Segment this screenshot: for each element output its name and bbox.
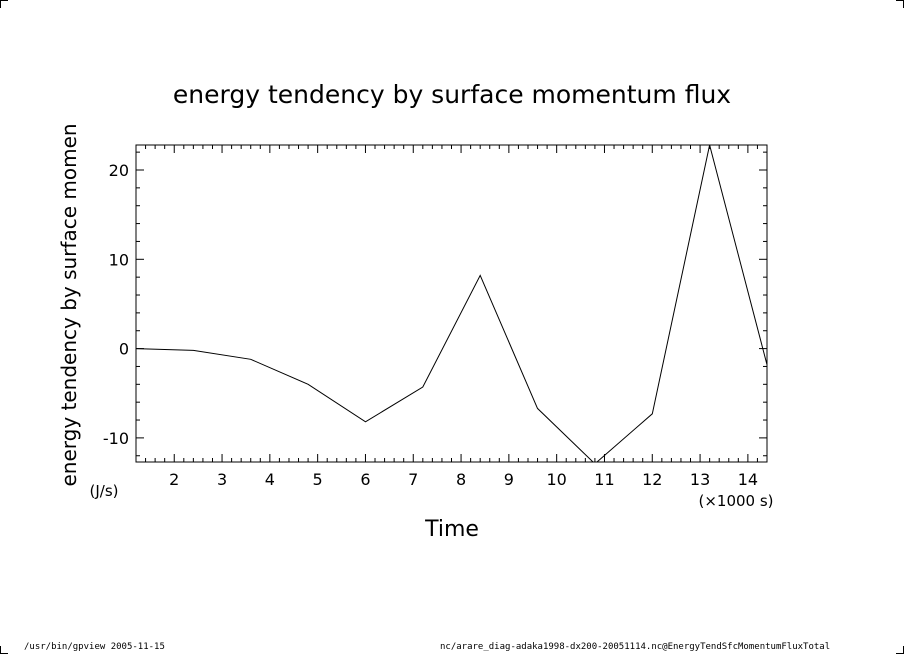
corner-mark-top-left — [0, 0, 8, 8]
corner-mark-top-right — [896, 0, 904, 8]
series-layer — [136, 145, 767, 462]
x-tick-label: 5 — [313, 470, 323, 489]
x-tick-label: 11 — [594, 470, 614, 489]
x-axis-label: Time — [424, 517, 479, 542]
x-axis: 2 3 4 5 6 7 8 9 10 11 12 13 14 — [135, 145, 768, 489]
y-tick-label: 0 — [119, 340, 129, 359]
y-tick-label: -10 — [103, 429, 129, 448]
x-tick-label: 7 — [408, 470, 418, 489]
y-tick-label: 10 — [109, 250, 129, 269]
x-tick-label: 8 — [456, 470, 466, 489]
series-line — [136, 145, 767, 462]
x-tick-label: 2 — [169, 470, 179, 489]
footer-right-caption: nc/arare_diag-adaka1998-dx200-20051114.n… — [440, 642, 831, 652]
x-tick-label: 13 — [690, 470, 710, 489]
x-tick-label: 9 — [504, 470, 514, 489]
y-tick-label: 20 — [109, 161, 129, 180]
footer-left-caption: /usr/bin/gpview 2005-11-15 — [24, 642, 165, 652]
x-axis-unit: (×1000 s) — [698, 492, 773, 510]
y-axis: -10 0 10 20 — [103, 151, 767, 457]
x-tick-label: 14 — [738, 470, 758, 489]
x-tick-label: 10 — [546, 470, 566, 489]
chart-title: energy tendency by surface momentum flux — [173, 80, 731, 109]
x-tick-label: 3 — [217, 470, 227, 489]
x-tick-label: 12 — [642, 470, 662, 489]
x-tick-label: 6 — [360, 470, 370, 489]
corner-mark-bottom-right — [896, 646, 904, 654]
y-axis-label: energy tendency by surface momen — [57, 123, 81, 486]
plot-border — [135, 144, 768, 463]
corner-mark-bottom-left — [0, 646, 8, 654]
plot-frame — [135, 144, 768, 463]
x-tick-label: 4 — [265, 470, 275, 489]
y-axis-unit: (J/s) — [90, 482, 119, 500]
